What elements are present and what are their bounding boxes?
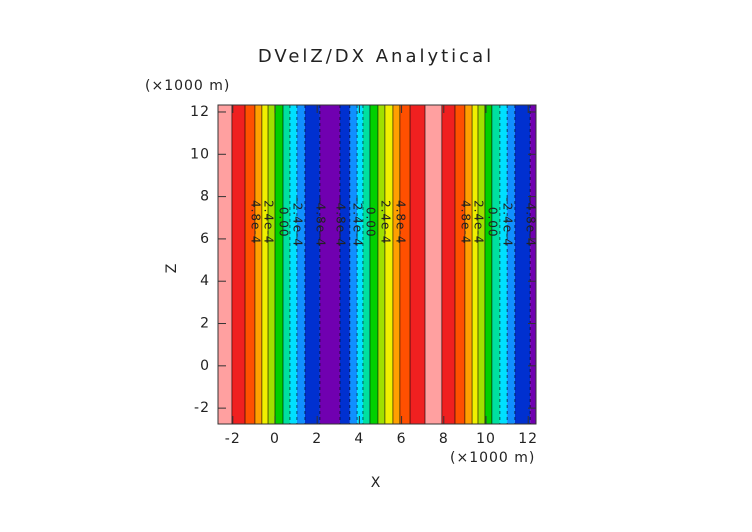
contour-band xyxy=(377,105,385,424)
contour-label: 2.4e-4 xyxy=(378,200,392,244)
y-tick-label: 2 xyxy=(200,316,210,332)
contour-band xyxy=(261,105,269,424)
contour-band xyxy=(410,105,426,424)
contour-band xyxy=(507,105,515,424)
contour-label: -2.4e-4 xyxy=(501,197,515,247)
contour-label: 4.8e-4 xyxy=(248,200,262,244)
contour-band xyxy=(218,105,232,424)
contour-label: -4.8e-4 xyxy=(313,197,327,247)
x-tick-label: 4 xyxy=(354,431,364,447)
x-tick-label: 10 xyxy=(476,431,496,447)
contour-band xyxy=(484,105,492,424)
x-tick-label: 0 xyxy=(270,431,280,447)
y-tick-label: -2 xyxy=(194,400,210,416)
x-unit: (×1000 m) xyxy=(450,450,535,466)
contour-band xyxy=(362,105,370,424)
contour-band xyxy=(319,105,340,424)
contour-band xyxy=(349,105,358,424)
contour-band xyxy=(289,105,297,424)
contour-band xyxy=(499,105,508,424)
contour-band xyxy=(399,105,411,424)
contour-label: -2.4e-4 xyxy=(351,197,365,247)
contour-band xyxy=(369,105,378,424)
contour-label: -4.8e-4 xyxy=(524,197,538,247)
contour-label: -4.8e-4 xyxy=(333,197,347,247)
contour-label: 4.8e-4 xyxy=(458,200,472,244)
contour-band xyxy=(268,105,275,424)
x-axis-label: X xyxy=(371,475,382,491)
contour-band xyxy=(245,105,255,424)
y-unit: (×1000 m) xyxy=(145,78,230,94)
contour-band xyxy=(454,105,465,424)
y-tick-label: 4 xyxy=(200,273,210,289)
contour-label: 0.00 xyxy=(276,207,290,238)
x-tick-label: 2 xyxy=(312,431,322,447)
contour-label: 0.00 xyxy=(363,207,377,238)
contour-band xyxy=(441,105,455,424)
contour-band xyxy=(274,105,283,424)
y-tick-label: 12 xyxy=(190,104,210,120)
plot-frame xyxy=(217,104,537,425)
x-tick-label: 12 xyxy=(518,431,538,447)
x-tick-label: 8 xyxy=(439,431,449,447)
y-tick-label: 8 xyxy=(200,189,210,205)
y-tick-label: 0 xyxy=(200,358,210,374)
contour-band xyxy=(491,105,500,424)
contour-band xyxy=(231,105,246,424)
x-tick-label: -2 xyxy=(225,431,241,447)
contour-label: 2.4e-4 xyxy=(262,200,276,244)
y-tick-label: 10 xyxy=(190,146,210,162)
contour-band xyxy=(472,105,478,424)
chart-title: DVelZ/DX Analytical xyxy=(258,46,494,67)
contour-band xyxy=(514,105,531,424)
contour-band xyxy=(477,105,485,424)
x-tick-label: 6 xyxy=(397,431,407,447)
contour-band xyxy=(304,105,320,424)
contour-band xyxy=(296,105,305,424)
contour-label: 0.00 xyxy=(485,207,499,238)
contour-band xyxy=(392,105,400,424)
contour-band xyxy=(530,105,536,424)
contour-band xyxy=(425,105,442,424)
contour-label: 2.4e-4 xyxy=(471,200,485,244)
y-axis-label: Z xyxy=(164,263,180,274)
contour-band xyxy=(339,105,350,424)
contour-label: 4.8e-4 xyxy=(393,200,407,244)
contour-band xyxy=(254,105,262,424)
contour-band xyxy=(464,105,473,424)
contour-band xyxy=(282,105,290,424)
contour-label: -2.4e-4 xyxy=(290,197,304,247)
contour-band xyxy=(357,105,363,424)
contour-band xyxy=(384,105,393,424)
y-tick-label: 6 xyxy=(200,231,210,247)
